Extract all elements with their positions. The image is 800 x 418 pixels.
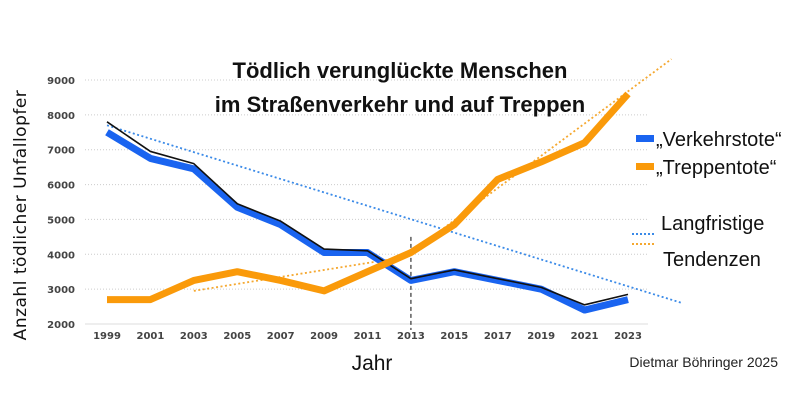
x-tick-label: 2013 — [397, 331, 425, 342]
y-tick-label: 2000 — [47, 320, 75, 331]
x-tick-label: 2003 — [180, 331, 208, 342]
x-tick-label: 2019 — [527, 331, 555, 342]
series-line-verkehrstote — [105, 129, 629, 314]
trend-line — [193, 258, 390, 292]
x-tick-label: 2001 — [136, 331, 164, 342]
x-axis-label: Jahr — [352, 352, 393, 375]
y-tick-label: 7000 — [47, 146, 75, 157]
y-tick-label: 5000 — [47, 215, 75, 226]
x-tick-label: 2021 — [571, 331, 599, 342]
legend-label-treppentote: „Treppentote“ — [656, 157, 776, 179]
x-tick-label: 2009 — [310, 331, 338, 342]
y-tick-label: 8000 — [47, 111, 75, 122]
chart-title-line2: im Straßenverkehr und auf Treppen — [215, 92, 585, 117]
legend-trend-label-line1: Langfristige — [661, 213, 764, 235]
x-tick-label: 2017 — [484, 331, 512, 342]
chart-title-line1: Tödlich verunglückte Menschen — [233, 58, 568, 83]
x-tick-label: 2015 — [440, 331, 468, 342]
legend-label-verkehrstote: „Verkehrstote“ — [656, 129, 782, 151]
x-tick-label: 2023 — [614, 331, 642, 342]
x-tick-label: 1999 — [93, 331, 121, 342]
legend: „Verkehrstote“ „Treppentote“ Langfristig… — [632, 129, 782, 271]
y-tick-label: 9000 — [47, 76, 75, 87]
y-tick-label: 6000 — [47, 181, 75, 192]
series-lines — [105, 91, 631, 314]
series-line-treppentote — [107, 91, 631, 304]
legend-swatch-treppentote — [636, 163, 654, 170]
y-tick-label: 4000 — [47, 250, 75, 261]
y-axis-label: Anzahl tödlicher Unfallopfer — [11, 90, 31, 341]
legend-trend-label-line2: Tendenzen — [663, 249, 761, 271]
credit-text: Dietmar Böhringer 2025 — [629, 354, 778, 370]
legend-swatch-verkehrstote — [636, 135, 654, 142]
y-tick-label: 3000 — [47, 285, 75, 296]
x-tick-label: 2007 — [267, 331, 295, 342]
series-line-reference — [106, 121, 629, 306]
x-axis-ticks: 1999 2001 2003 2005 2007 2009 2011 2013 2015 2017… — [93, 331, 642, 342]
trend-line — [106, 124, 683, 304]
x-tick-label: 2005 — [223, 331, 251, 342]
x-tick-label: 2011 — [354, 331, 382, 342]
y-axis-ticks: 2000 3000 4000 5000 6000 7000 8000 9000 — [47, 76, 75, 331]
